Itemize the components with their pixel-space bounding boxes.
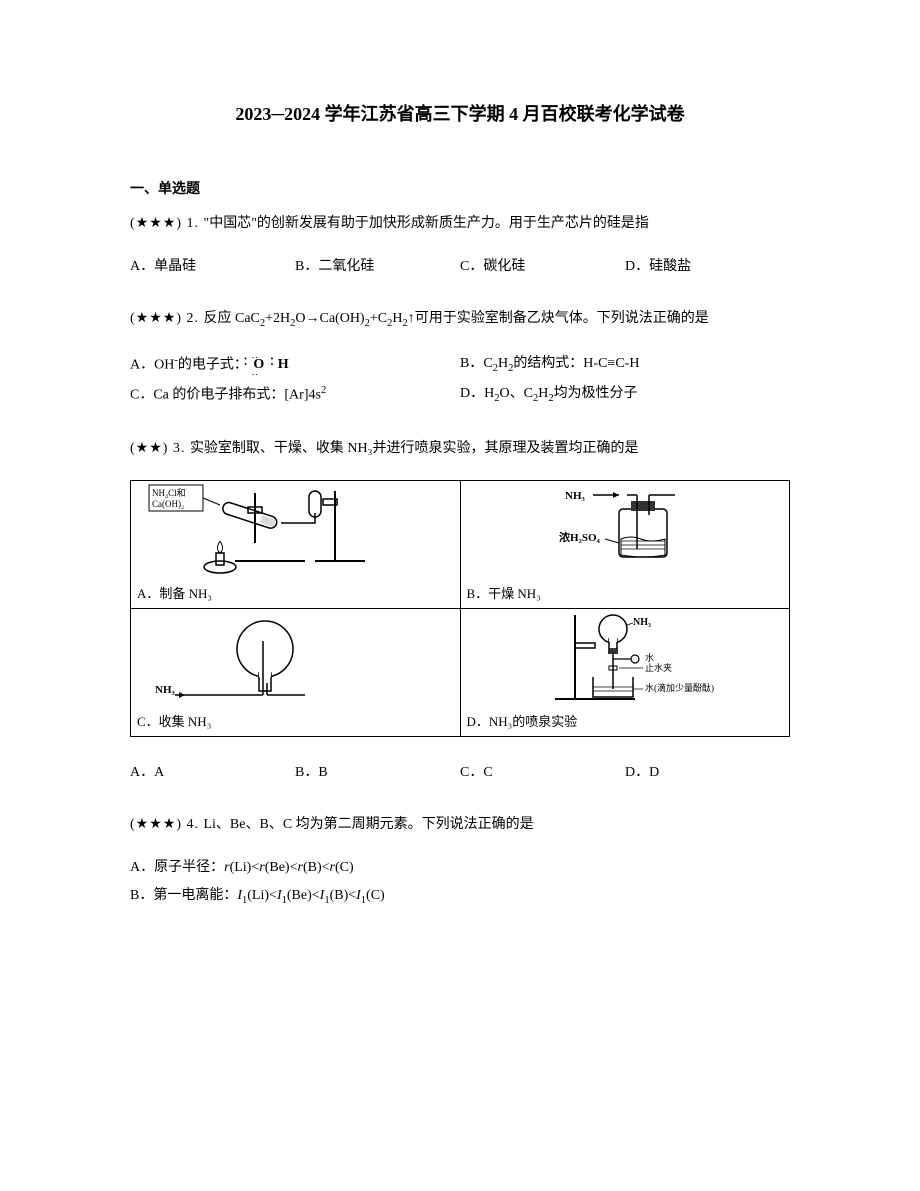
cell-b-diagram: NH₃ <box>461 481 790 581</box>
q2-a-h: H <box>278 357 289 372</box>
cell-a: NH₄Cl和 Ca(OH)₂ <box>131 481 461 609</box>
q2-row1: A．OH-的电子式： : ‥ ‥ O : H B．C2H2的结构式：H-C≡C-… <box>130 353 790 378</box>
q2-d-post: 均为极性分子 <box>554 386 638 401</box>
cell-b-gas: NH₃ <box>565 490 586 502</box>
q4-text: (★★★) 4. Li、Be、B、C 均为第二周期元素。下列说法正确的是 <box>130 814 790 836</box>
cell-d-label: D．NH₃的喷泉实验 <box>461 709 790 736</box>
q3-option-a: A．A <box>130 762 295 784</box>
q4-prefix: (★★★) 4. <box>130 817 203 832</box>
q3-option-d: D．D <box>625 762 790 784</box>
q2-option-c: C．Ca 的价电子排布式：[Ar]4s2 <box>130 383 460 408</box>
q4-option-a: A．原子半径：r(Li)<r(Be)<r(B)<r(C) <box>130 857 790 879</box>
q2-b-pre: B．C <box>460 356 493 371</box>
q3-text: (★★) 3. 实验室制取、干燥、收集 NH₃并进行喷泉实验，其原理及装置均正确… <box>130 438 790 460</box>
q2-option-b: B．C2H2的结构式：H-C≡C-H <box>460 353 790 378</box>
q1-text: (★★★) 1. "中国芯"的创新发展有助于加快形成新质生产力。用于生产芯片的硅… <box>130 213 790 235</box>
q4-option-b: B．第一电离能：I1(Li)<I1(Be)<I1(B)<I1(C) <box>130 885 790 910</box>
q1-option-c: C．碳化硅 <box>460 256 625 278</box>
cell-b-label: B．干燥 NH₃ <box>461 581 790 608</box>
question-1: (★★★) 1. "中国芯"的创新发展有助于加快形成新质生产力。用于生产芯片的硅… <box>130 213 790 278</box>
cell-d: NH₃ 水 止水夹 <box>460 608 790 736</box>
q2-option-d: D．H2O、C2H2均为极性分子 <box>460 383 790 408</box>
cell-a-diagram: NH₄Cl和 Ca(OH)₂ <box>131 481 460 581</box>
q4-body: Li、Be、B、C 均为第二周期元素。下列说法正确的是 <box>203 817 533 832</box>
question-3: (★★) 3. 实验室制取、干燥、收集 NH₃并进行喷泉实验，其原理及装置均正确… <box>130 438 790 784</box>
cell-d-clip: 止水夹 <box>645 662 672 673</box>
q3-option-b: B．B <box>295 762 460 784</box>
cell-d-gas: NH₃ <box>633 617 651 628</box>
apparatus-c-icon: NH₃ <box>145 611 445 707</box>
q1-body: "中国芯"的创新发展有助于加快形成新质生产力。用于生产芯片的硅是指 <box>203 216 648 231</box>
q2-c-text: C．Ca 的价电子排布式：[Ar]4s <box>130 388 321 403</box>
q3-option-c: C．C <box>460 762 625 784</box>
cell-d-water: 水 <box>645 652 654 663</box>
cell-d-diagram: NH₃ 水 止水夹 <box>461 609 790 709</box>
q1-options: A．单晶硅 B．二氧化硅 C．碳化硅 D．硅酸盐 <box>130 256 790 278</box>
q2-b-post: 的结构式：H-C≡C-H <box>513 356 639 371</box>
q2-rxn-pre: 反应 <box>203 311 235 326</box>
cell-c-diagram: NH₃ <box>131 609 460 709</box>
q1-option-a: A．单晶硅 <box>130 256 295 278</box>
question-4: (★★★) 4. Li、Be、B、C 均为第二周期元素。下列说法正确的是 A．原… <box>130 814 790 909</box>
q1-option-d: D．硅酸盐 <box>625 256 790 278</box>
apparatus-b-icon: NH₃ <box>475 483 775 579</box>
cell-c-gas: NH₃ <box>155 684 176 696</box>
cell-a-reagent2: Ca(OH)₂ <box>152 499 184 509</box>
q4-options: A．原子半径：r(Li)<r(Be)<r(B)<r(C) B．第一电离能：I1(… <box>130 857 790 910</box>
q2-option-a: A．OH-的电子式： : ‥ ‥ O : H <box>130 353 460 378</box>
question-2: (★★★) 2. 反应 CaC2+2H2O→Ca(OH)2+C2H2↑可用于实验… <box>130 308 790 408</box>
apparatus-a-icon: NH₄Cl和 Ca(OH)₂ <box>145 483 445 579</box>
apparatus-table: NH₄Cl和 Ca(OH)₂ <box>130 480 790 737</box>
q3-prefix: (★★) 3. <box>130 441 190 456</box>
section-header: 一、单选题 <box>130 179 790 201</box>
cell-a-reagent1: NH₄Cl和 <box>152 488 186 498</box>
q3-options: A．A B．B C．C D．D <box>130 762 790 784</box>
q3-body: 实验室制取、干燥、收集 NH₃并进行喷泉实验，其原理及装置均正确的是 <box>190 441 639 456</box>
page-title: 2023─2024 学年江苏省高三下学期 4 月百校联考化学试卷 <box>130 100 790 129</box>
q2-a-post: 的电子式： <box>178 357 248 372</box>
q1-prefix: (★★★) 1. <box>130 216 203 231</box>
cell-c-label: C．收集 NH₃ <box>131 709 460 736</box>
cell-a-label: A．制备 NH₃ <box>131 581 460 608</box>
cell-b-liquid: 浓H₂SO₄ <box>559 530 601 544</box>
cell-d-soln: 水(滴加少量酚酞) <box>645 682 714 693</box>
q1-option-b: B．二氧化硅 <box>295 256 460 278</box>
apparatus-d-icon: NH₃ 水 止水夹 <box>475 611 775 707</box>
cell-c: NH₃ C．收集 NH₃ <box>131 608 461 736</box>
q2-reaction: CaC2+2H2O→Ca(OH)2+C2H2↑ <box>235 311 415 326</box>
q2-d-pre: D．H <box>460 386 494 401</box>
q2-a-pre: A．OH <box>130 357 174 372</box>
lewis-structure-icon: : ‥ ‥ O : <box>251 354 266 376</box>
q2-prefix: (★★★) 2. <box>130 311 203 326</box>
q2-row2: C．Ca 的价电子排布式：[Ar]4s2 D．H2O、C2H2均为极性分子 <box>130 383 790 408</box>
q2-text: (★★★) 2. 反应 CaC2+2H2O→Ca(OH)2+C2H2↑可用于实验… <box>130 308 790 333</box>
q2-tail: 可用于实验室制备乙炔气体。下列说法正确的是 <box>415 311 709 326</box>
cell-b: NH₃ <box>460 481 790 609</box>
